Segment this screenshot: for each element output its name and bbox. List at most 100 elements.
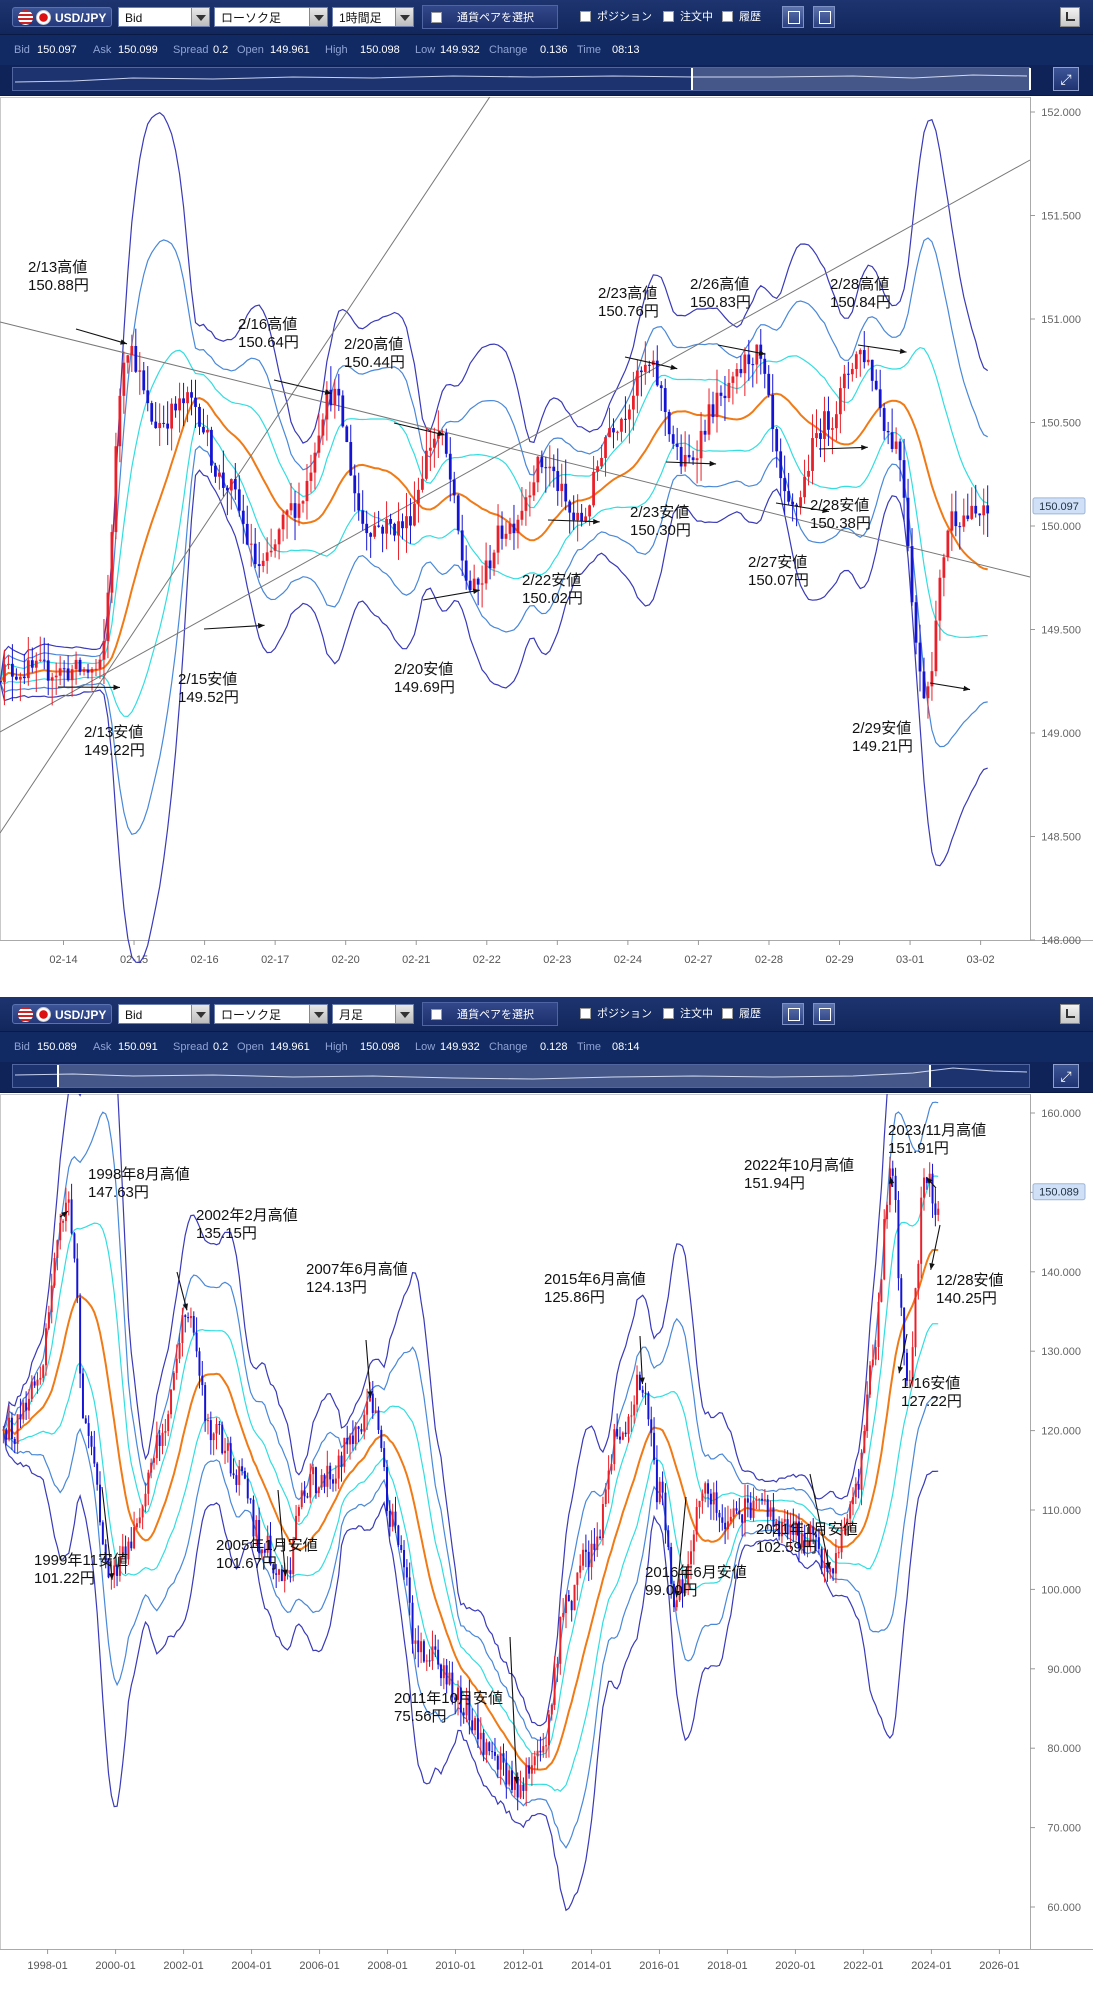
candle-body bbox=[724, 396, 727, 398]
candle-body bbox=[923, 1178, 925, 1198]
chart-settings-icon[interactable] bbox=[782, 6, 804, 28]
candle-body bbox=[605, 1489, 607, 1504]
history-checkbox[interactable] bbox=[722, 11, 733, 22]
candle-body bbox=[522, 1785, 524, 1791]
candle-body bbox=[194, 398, 197, 407]
navigator-range-handle[interactable] bbox=[691, 68, 1031, 90]
orders-checkbox[interactable] bbox=[663, 1008, 674, 1019]
candle-body bbox=[431, 1646, 433, 1661]
indicator-list-icon[interactable] bbox=[813, 6, 835, 28]
orders-label: 注文中 bbox=[680, 11, 713, 23]
candle-body bbox=[935, 621, 938, 672]
candle-body bbox=[537, 1751, 539, 1757]
price-type-select[interactable]: Bid bbox=[118, 7, 210, 27]
candlestick-chart-monthly[interactable]: 60.00070.00080.00090.000100.000110.00012… bbox=[0, 1094, 1093, 1998]
select-pair-button[interactable]: 通貨ペアを選択 bbox=[422, 1002, 558, 1026]
navigator-track[interactable] bbox=[12, 67, 1030, 91]
candle-body bbox=[389, 1511, 391, 1527]
annotation-label: 2015年6月高値 bbox=[544, 1271, 646, 1288]
currency-pair-button[interactable]: USD/JPY bbox=[12, 7, 112, 27]
candle-body bbox=[76, 1259, 78, 1298]
candle-body bbox=[25, 1403, 27, 1411]
candle-body bbox=[443, 1665, 445, 1678]
candle-body bbox=[365, 524, 368, 533]
chart-toolbar: USD/JPY Bid ローソク足 1時間足 通貨ペアを選択 ポジション 注文中 bbox=[0, 0, 1093, 35]
navigator-range-handle[interactable] bbox=[57, 1065, 931, 1087]
candle-body bbox=[875, 1347, 877, 1360]
chart-type-select[interactable]: ローソク足 bbox=[214, 7, 328, 27]
change-label: Change bbox=[489, 35, 528, 65]
candle-body bbox=[831, 428, 834, 430]
indicator-list-icon[interactable] bbox=[813, 1003, 835, 1025]
timeframe-select[interactable]: 1時間足 bbox=[332, 7, 414, 27]
candle-body bbox=[51, 677, 54, 680]
candle-body bbox=[954, 511, 957, 526]
collapse-panel-icon[interactable] bbox=[1060, 1004, 1080, 1024]
time-value: 08:13 bbox=[612, 35, 640, 65]
position-checkbox[interactable] bbox=[580, 1008, 591, 1019]
select-pair-checkbox[interactable] bbox=[431, 12, 442, 23]
orders-toggle[interactable]: 注文中 bbox=[663, 1004, 713, 1024]
candle-body bbox=[142, 1506, 144, 1517]
chart-navigator[interactable]: ⤢ bbox=[0, 65, 1093, 96]
candle-body bbox=[839, 388, 842, 414]
ask-label: Ask bbox=[93, 1032, 111, 1062]
candle-body bbox=[636, 1375, 638, 1405]
candle-body bbox=[867, 360, 870, 362]
position-toggle[interactable]: ポジション bbox=[580, 1004, 652, 1024]
navigator-expand-icon[interactable]: ⤢ bbox=[1053, 1064, 1079, 1088]
select-pair-label: 通貨ペアを選択 bbox=[457, 1009, 534, 1021]
price-type-select[interactable]: Bid bbox=[118, 1004, 210, 1024]
candle-body bbox=[35, 661, 38, 668]
candle-body bbox=[278, 529, 281, 544]
chart-type-select[interactable]: ローソク足 bbox=[214, 1004, 328, 1024]
collapse-panel-icon[interactable] bbox=[1060, 7, 1080, 27]
candle-body bbox=[254, 544, 257, 564]
position-toggle[interactable]: ポジション bbox=[580, 7, 652, 27]
history-checkbox[interactable] bbox=[722, 1008, 733, 1019]
candle-body bbox=[170, 404, 173, 429]
navigator-expand-icon[interactable]: ⤢ bbox=[1053, 67, 1079, 91]
select-pair-checkbox[interactable] bbox=[431, 1009, 442, 1020]
orders-toggle[interactable]: 注文中 bbox=[663, 7, 713, 27]
candle-body bbox=[875, 381, 878, 389]
candle-body bbox=[88, 1423, 90, 1436]
currency-pair-button[interactable]: USD/JPY bbox=[12, 1004, 112, 1024]
annotation-value: 75.56円 bbox=[394, 1708, 447, 1725]
candle-body bbox=[712, 404, 715, 417]
orders-checkbox[interactable] bbox=[663, 11, 674, 22]
annotation-value: 151.91円 bbox=[888, 1140, 949, 1157]
annotation-label: 2/28高値 bbox=[830, 276, 889, 293]
candle-body bbox=[758, 1499, 760, 1500]
candle-body bbox=[429, 1660, 431, 1661]
annotation-value: 149.69円 bbox=[394, 679, 455, 696]
candle-body bbox=[314, 453, 317, 473]
history-toggle[interactable]: 履歴 bbox=[722, 7, 761, 27]
candle-body bbox=[250, 1498, 252, 1499]
candle-body bbox=[55, 676, 58, 678]
candle-body bbox=[397, 1525, 399, 1545]
annotation-value: 150.02円 bbox=[522, 590, 583, 607]
candle-body bbox=[345, 426, 348, 442]
chart-navigator[interactable]: ⤢ bbox=[0, 1062, 1093, 1093]
candle-body bbox=[869, 1365, 871, 1394]
timeframe-select[interactable]: 月足 bbox=[332, 1004, 414, 1024]
x-tick-label: 2024-01 bbox=[911, 1960, 951, 1972]
position-checkbox[interactable] bbox=[580, 11, 591, 22]
candle-body bbox=[497, 1756, 499, 1770]
candle-body bbox=[738, 1511, 740, 1515]
candle-body bbox=[47, 660, 50, 680]
history-toggle[interactable]: 履歴 bbox=[722, 1004, 761, 1024]
select-pair-button[interactable]: 通貨ペアを選択 bbox=[422, 5, 558, 29]
navigator-track[interactable] bbox=[12, 1064, 1030, 1088]
candle-body bbox=[204, 1385, 206, 1421]
x-tick-label: 2002-01 bbox=[163, 1960, 203, 1972]
candle-body bbox=[932, 1174, 934, 1204]
chart-settings-icon[interactable] bbox=[782, 1003, 804, 1025]
candle-body bbox=[539, 1751, 541, 1753]
candle-body bbox=[923, 671, 926, 698]
candlestick-chart-hourly[interactable]: 148.000148.500149.000149.500150.000150.5… bbox=[0, 97, 1093, 996]
annotation-label: 2/23高値 bbox=[598, 285, 657, 302]
